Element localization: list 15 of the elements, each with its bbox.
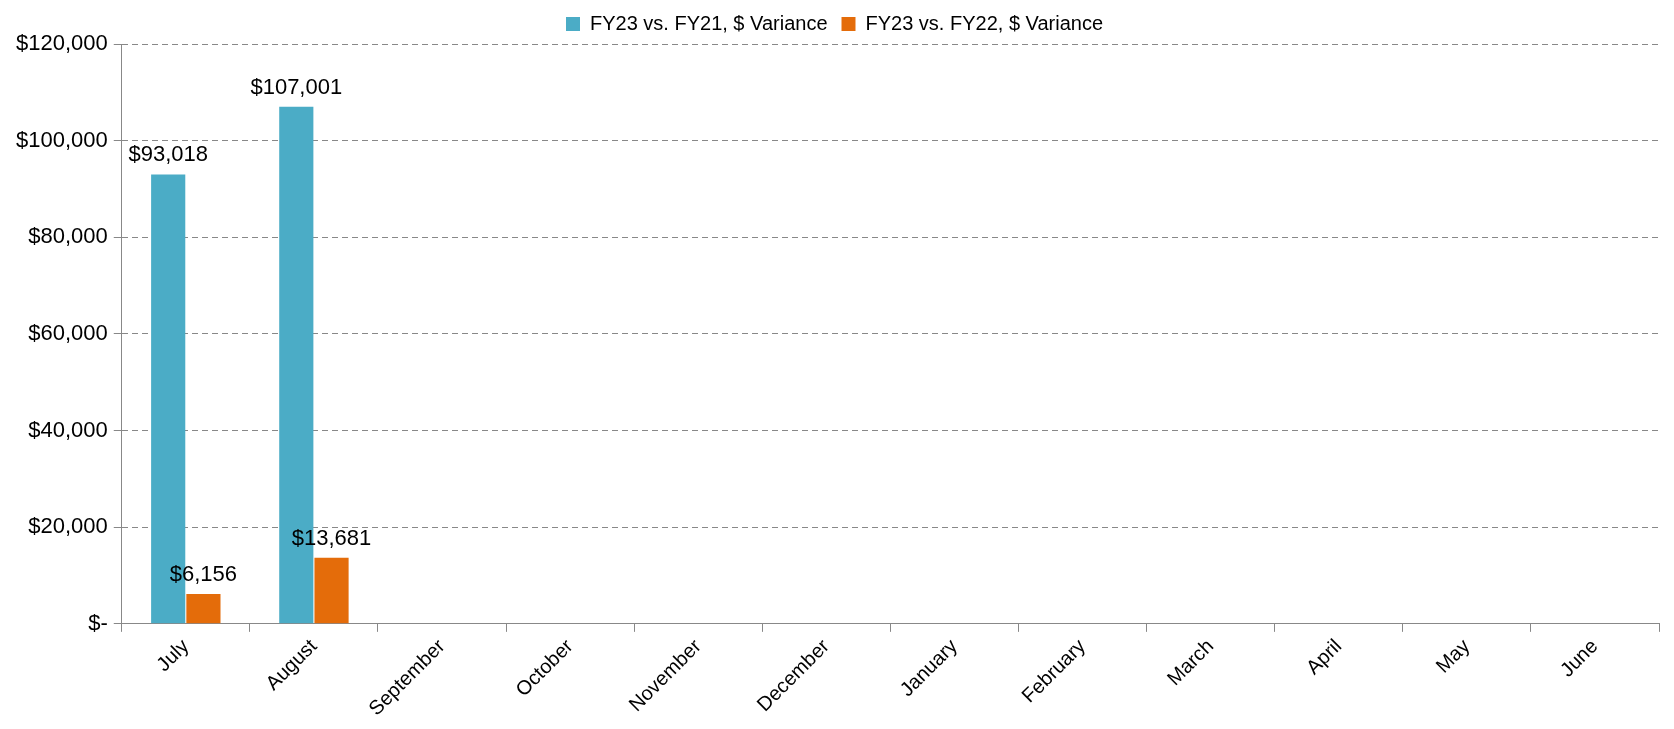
y-tick-label: $- — [88, 609, 108, 635]
y-tick-label: $40,000 — [28, 416, 108, 442]
y-tick-label: $120,000 — [15, 30, 108, 56]
y-tick-label: $80,000 — [28, 223, 108, 249]
bar — [186, 594, 221, 624]
data-label: $107,001 — [250, 73, 343, 99]
data-label: $93,018 — [128, 141, 208, 167]
legend-label: FY23 vs. FY22, $ Variance — [865, 11, 1104, 34]
y-tick-label: $20,000 — [28, 513, 108, 539]
y-tick-label: $100,000 — [15, 126, 108, 152]
y-tick-label: $60,000 — [28, 319, 108, 345]
bar — [314, 557, 349, 624]
legend-label: FY23 vs. FY21, $ Variance — [589, 11, 828, 34]
x-tick-label: July — [151, 634, 193, 676]
x-tick-label: May — [1431, 634, 1474, 677]
